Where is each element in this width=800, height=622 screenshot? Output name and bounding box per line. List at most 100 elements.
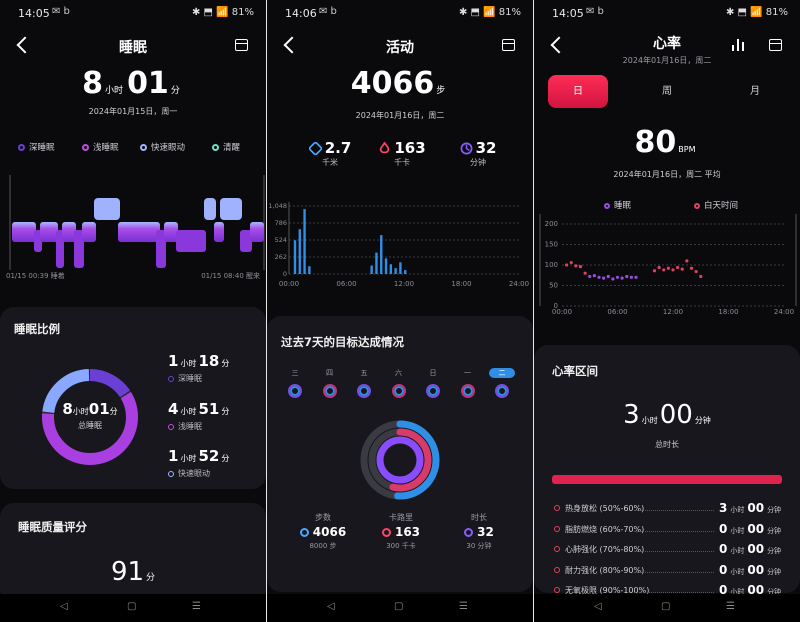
x-tick-label: 24:00 xyxy=(509,280,529,288)
status-right: ✱ ⬒ 📶 81% xyxy=(458,7,521,18)
goal-ring xyxy=(368,428,432,492)
hr-point xyxy=(689,266,694,270)
bar-chart-icon[interactable] xyxy=(731,39,745,51)
hr-point xyxy=(592,274,596,278)
stage-block xyxy=(204,198,216,220)
zone-total-label: 总时长 xyxy=(655,440,679,449)
day-ring-icon[interactable] xyxy=(495,384,509,398)
stat-unit: 千卡 xyxy=(394,158,410,167)
zone-leader xyxy=(634,510,714,511)
stage-block xyxy=(240,230,252,252)
flame-icon xyxy=(380,142,390,154)
goals-card: 过去7天的目标达成情况 三 四 五 六 日 一 二 步数 4066 8000 步 卡路里 163 30… xyxy=(267,316,533,592)
stat-unit: 分钟 xyxy=(470,158,486,167)
legend-daytime: 白天时间 xyxy=(694,199,738,211)
steps-bar-chart: 1,048 786 524 262 0 00:00 06:00 12:00 18:00 24:00 xyxy=(268,202,529,288)
day-ring-icon[interactable] xyxy=(322,384,337,398)
nav-recent-icon[interactable]: ☰ xyxy=(726,601,735,612)
day-label[interactable]: 五 xyxy=(360,369,368,377)
total-sleep: 8 小时 01 分 xyxy=(0,66,266,101)
stage-block xyxy=(82,222,96,242)
tab-week[interactable]: 周 xyxy=(662,86,672,97)
donut-center: 8小时01分 总睡眠 xyxy=(36,399,144,431)
status-time: 14:06 xyxy=(285,7,317,20)
card-title: 心率区间 xyxy=(552,364,598,378)
nav-home-icon[interactable]: ▢ xyxy=(127,601,137,612)
donut-segment xyxy=(42,369,138,465)
dur-m: 52 xyxy=(198,447,220,465)
heart-rate-scatter-chart: 200 150 100 50 000:00 06:00 12:00 18:00 24:00 xyxy=(539,214,797,316)
nav-back-icon[interactable]: ◁ xyxy=(327,601,335,612)
goal-stat-target: 8000 步 xyxy=(309,542,337,550)
goal-stat-value: 32 xyxy=(443,525,515,539)
hr-point xyxy=(583,271,587,275)
day-label[interactable]: 六 xyxy=(395,369,402,377)
footprints-icon xyxy=(299,528,309,537)
tab-day[interactable]: 日 xyxy=(548,75,608,108)
day-ring-icon[interactable] xyxy=(426,384,440,398)
center-m-unit: 分 xyxy=(109,407,118,416)
zone-value: 0 小时 00 分钟 xyxy=(719,583,784,597)
y-tick-label: 50 xyxy=(549,282,558,290)
awake-dot-icon xyxy=(212,144,219,151)
goal-stat-value: 163 xyxy=(365,525,437,539)
day-label[interactable]: 二 xyxy=(489,368,515,378)
stage-block xyxy=(62,222,76,242)
hr-point xyxy=(611,277,615,281)
zone-h: 0 xyxy=(719,521,728,536)
page-title: 睡眠 xyxy=(119,40,147,56)
zone-m: 00 xyxy=(747,501,765,515)
step-bar xyxy=(380,235,383,274)
calendar-icon[interactable] xyxy=(769,39,782,51)
light-sleep-dot-icon xyxy=(82,144,89,151)
day-ring-icon[interactable] xyxy=(391,384,406,398)
zone-name: 无氧极限 (90%-100%) xyxy=(565,586,650,595)
x-tick-label: 12:00 xyxy=(394,280,414,288)
nav-home-icon[interactable]: ▢ xyxy=(394,601,404,612)
notification-icons: ✉ b xyxy=(52,6,70,17)
nav-back-icon[interactable]: ◁ xyxy=(60,601,68,612)
stat-value: 163 xyxy=(394,139,426,157)
sleep-screen: 14:05 ✉ b ✱ ⬒ 📶 81% 睡眠 8 小时 01 分 2024年01月15… xyxy=(0,0,266,622)
day-ring-icon[interactable] xyxy=(288,384,302,398)
zone-dot-icon xyxy=(554,587,560,593)
top-bar: 心率 2024年01月16日，周二 xyxy=(534,28,800,65)
day-label[interactable]: 三 xyxy=(291,369,299,377)
notification-icons: ✉ b xyxy=(319,6,337,17)
nav-back-icon[interactable]: ◁ xyxy=(594,601,602,612)
day-ring-icon[interactable] xyxy=(357,384,371,398)
sleep-quality-card: 睡眠质量评分 91 分 xyxy=(0,503,266,603)
daytime-dot-icon xyxy=(694,203,700,209)
nav-home-icon[interactable]: ▢ xyxy=(661,601,671,612)
dur-m: 51 xyxy=(198,400,220,418)
donut-segment xyxy=(42,369,138,465)
nav-recent-icon[interactable]: ☰ xyxy=(459,601,468,612)
tab-month[interactable]: 月 xyxy=(750,86,760,97)
day-label[interactable]: 日 xyxy=(429,369,437,377)
hr-point xyxy=(602,276,606,280)
chart-end-label: 01/15 08:40 醒来 xyxy=(201,272,260,280)
rem-duration: 1 小时 52 分快速眼动 xyxy=(168,446,231,479)
dur-label: 快速眼动 xyxy=(178,469,210,478)
legend-label: 清醒 xyxy=(223,143,241,153)
hr-point xyxy=(588,274,592,279)
goal-rings xyxy=(360,420,440,500)
y-tick-label: 0 xyxy=(283,270,287,278)
deep-sleep-dot-icon xyxy=(18,144,25,151)
heart-date: 2024年01月16日，周二 平均 xyxy=(613,170,721,179)
score-value: 91 xyxy=(110,557,145,587)
calendar-icon[interactable] xyxy=(502,39,515,51)
nav-recent-icon[interactable]: ☰ xyxy=(192,601,201,612)
calendar-icon[interactable] xyxy=(235,39,248,51)
day-ring-icon[interactable] xyxy=(460,384,475,398)
zone-hours-unit: 小时 xyxy=(641,416,658,425)
day-label[interactable]: 一 xyxy=(464,369,471,377)
zone-row: 脂肪燃烧 (60%-70%) xyxy=(554,524,644,535)
step-bar xyxy=(375,252,378,274)
hr-point xyxy=(676,265,680,270)
center-label: 总睡眠 xyxy=(78,421,102,430)
dur-mu: 分 xyxy=(221,407,230,416)
legend-sleep: 睡眠 xyxy=(604,199,631,211)
day-label[interactable]: 四 xyxy=(326,369,333,377)
zone-dot-icon xyxy=(554,566,560,573)
